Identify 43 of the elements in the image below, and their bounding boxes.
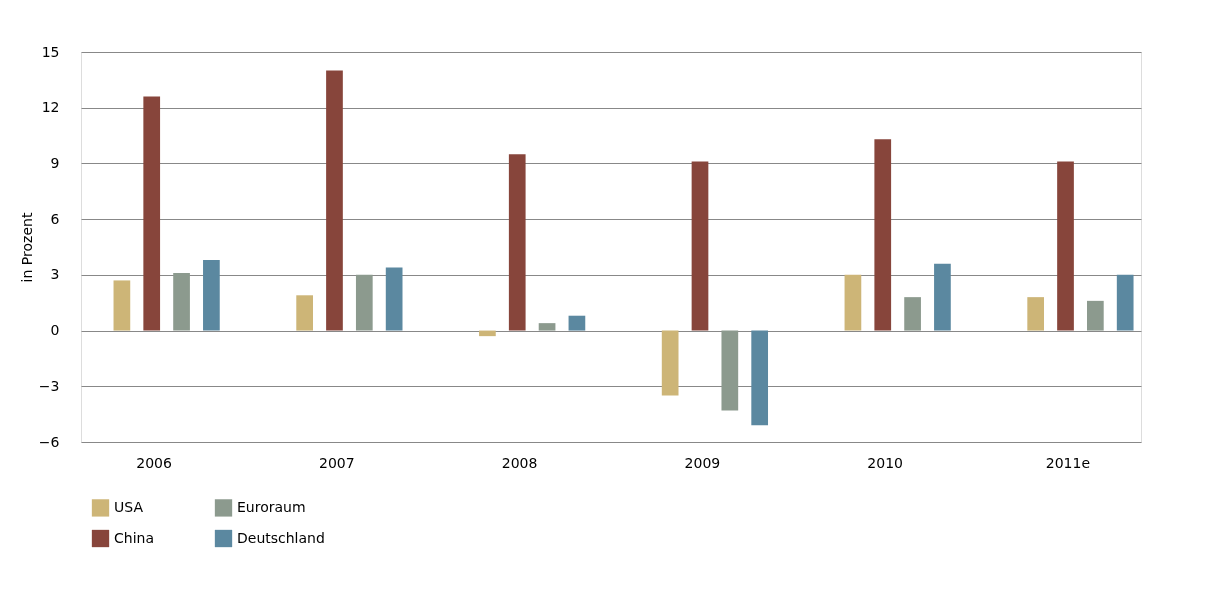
bar — [143, 96, 161, 331]
bar — [173, 273, 190, 331]
bar — [874, 139, 892, 331]
x-tick-label: 2011e — [1045, 454, 1091, 471]
x-tick-label: 2008 — [501, 454, 538, 471]
y-tick-label: 9 — [50, 154, 60, 171]
legend-label: USA — [114, 498, 144, 515]
bar — [508, 154, 526, 331]
y-tick-label: 3 — [50, 266, 60, 283]
bar — [113, 280, 131, 331]
y-tick-label: −3 — [38, 377, 60, 394]
bar — [538, 323, 556, 331]
bar — [1116, 274, 1134, 331]
bar — [1027, 297, 1045, 331]
bar — [1086, 300, 1104, 331]
bar — [385, 267, 403, 331]
bar — [751, 330, 769, 426]
bar — [721, 330, 739, 411]
bar — [844, 274, 862, 331]
x-tick-label: 2006 — [136, 454, 172, 471]
bar — [568, 315, 586, 331]
y-tick-label: −6 — [38, 433, 60, 450]
bar — [355, 274, 373, 331]
bar — [296, 295, 313, 331]
legend-label: China — [114, 529, 154, 546]
bar — [479, 330, 496, 337]
bar — [934, 263, 951, 331]
bar — [691, 161, 709, 331]
y-tick-label: 15 — [41, 43, 60, 60]
legend-label: Euroraum — [237, 498, 306, 515]
x-tick-label: 2010 — [867, 454, 903, 471]
bar — [661, 330, 679, 396]
legend-label: Deutschland — [237, 529, 325, 546]
y-tick-label: 6 — [50, 210, 60, 227]
bar — [1057, 161, 1074, 331]
x-tick-label: 2007 — [319, 454, 355, 471]
x-tick-label: 2009 — [684, 454, 721, 471]
y-axis-title: in Prozent — [18, 212, 35, 283]
bar — [326, 70, 343, 331]
bar — [203, 260, 220, 331]
bar — [904, 297, 921, 331]
y-tick-label: 0 — [50, 322, 60, 339]
y-tick-label: 12 — [41, 99, 60, 116]
